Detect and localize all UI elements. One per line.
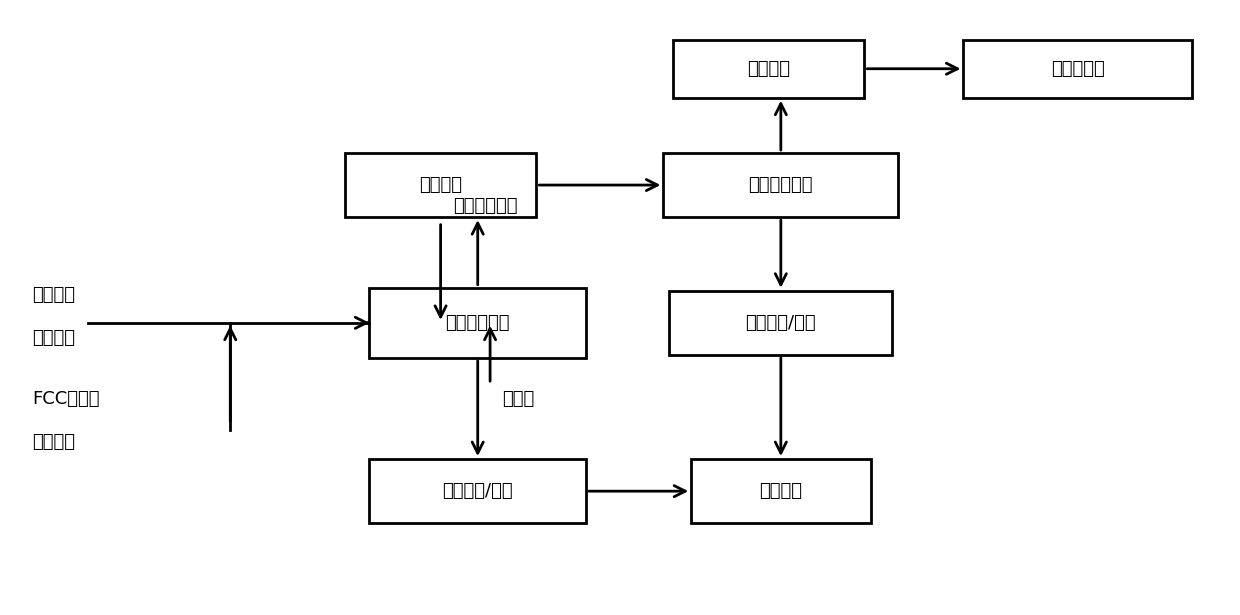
Text: 二级清液: 二级清液	[746, 60, 790, 77]
Bar	[370, 459, 587, 523]
Text: 硬转移剂细粉: 硬转移剂细粉	[453, 197, 517, 215]
Text: 二级固液分离: 二级固液分离	[749, 176, 813, 194]
Text: 生产废水: 生产废水	[32, 329, 76, 347]
Bar	[345, 153, 537, 217]
Bar	[670, 291, 893, 355]
Text: 一级重相/沉渣: 一级重相/沉渣	[443, 482, 513, 500]
Text: 载体浸渍罐: 载体浸渍罐	[1050, 60, 1105, 77]
Bar	[663, 153, 898, 217]
Bar	[672, 39, 864, 98]
Bar	[370, 288, 587, 358]
Text: 废渣处理: 废渣处理	[759, 482, 802, 500]
Text: 酸溶液: 酸溶液	[502, 391, 534, 408]
Text: 生产废水: 生产废水	[32, 433, 76, 451]
Text: FCC催化剂: FCC催化剂	[32, 391, 99, 408]
Text: 一级清液: 一级清液	[419, 176, 463, 194]
Bar	[963, 39, 1192, 98]
Bar	[691, 459, 870, 523]
Text: 硬转移剂: 硬转移剂	[32, 286, 76, 304]
Text: 二级重相/沉渣: 二级重相/沉渣	[745, 314, 816, 332]
Text: 一级固液分离: 一级固液分离	[445, 314, 510, 332]
